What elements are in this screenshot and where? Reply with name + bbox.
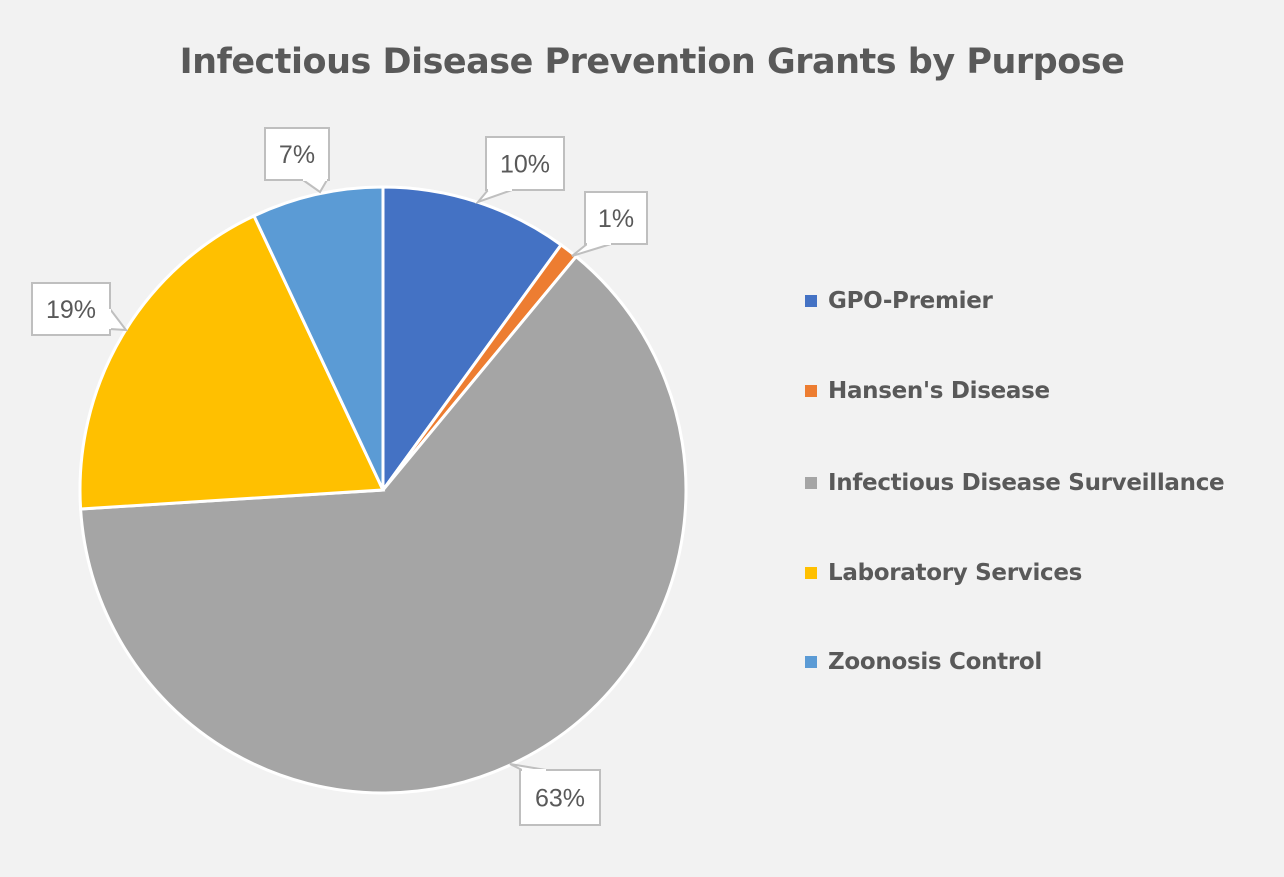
legend-item: Zoonosis Control (805, 649, 1042, 675)
pie-slice-laboratory-services (78, 213, 386, 511)
pie-slice-gpo-premier (381, 185, 564, 495)
data-label: 1% (598, 205, 634, 233)
legend-label: Hansen's Disease (828, 378, 1050, 404)
legend-item: GPO-Premier (805, 288, 993, 314)
legend-swatch (805, 656, 817, 668)
pie-slice-zoonosis-control (251, 185, 385, 491)
legend-swatch (805, 295, 817, 307)
legend-item: Infectious Disease Surveillance (805, 470, 1225, 496)
data-label: 63% (535, 785, 585, 813)
data-label-callout: 7% (264, 127, 330, 194)
legend-label: Infectious Disease Surveillance (828, 470, 1225, 496)
legend-swatch (805, 477, 817, 489)
chart-title: Infectious Disease Prevention Grants by … (179, 42, 1125, 82)
legend-swatch (805, 567, 817, 579)
legend-label: GPO-Premier (828, 288, 993, 314)
pie-slice-infectious-disease-surveillance (79, 254, 688, 795)
data-label-callout: 19% (31, 282, 129, 336)
data-label-callout: 1% (571, 191, 648, 257)
data-label: 7% (279, 141, 315, 169)
data-label: 10% (500, 151, 550, 179)
data-label-callout: 63% (509, 763, 601, 826)
data-label-callout: 10% (474, 136, 565, 205)
legend-label: Zoonosis Control (828, 649, 1043, 675)
legend-label: Laboratory Services (828, 560, 1083, 586)
legend-item: Hansen's Disease (805, 378, 1050, 404)
data-label: 19% (46, 296, 96, 324)
legend-item: Laboratory Services (805, 560, 1082, 586)
legend-swatch (805, 385, 817, 397)
